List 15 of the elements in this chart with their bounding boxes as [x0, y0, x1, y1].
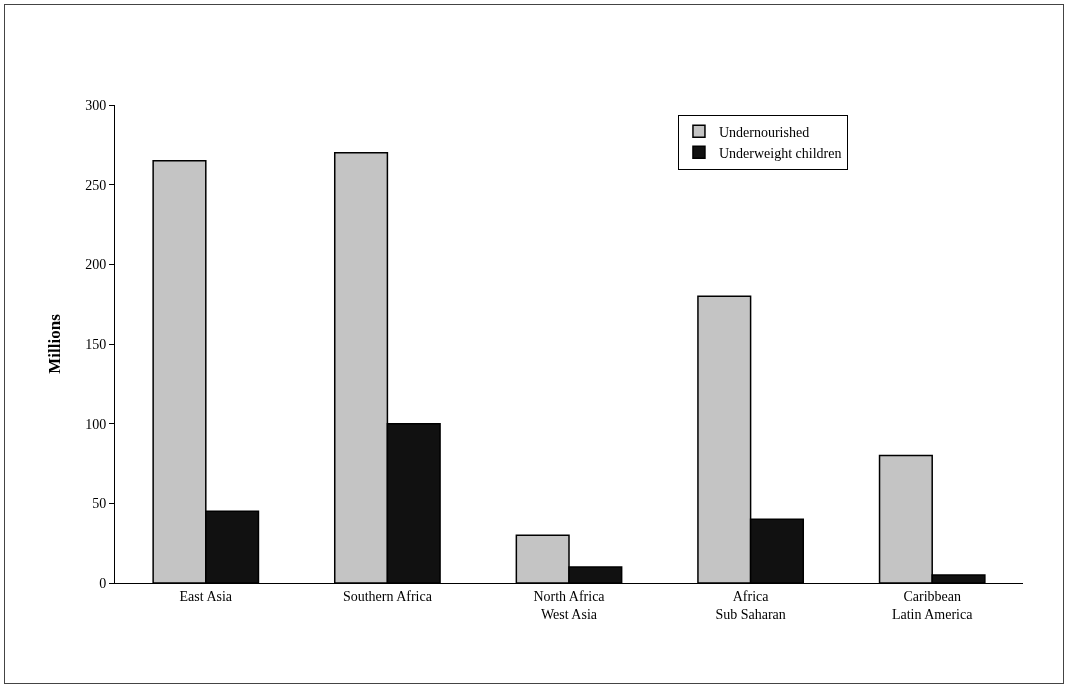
x-tick-label: Caribbean Latin America	[891, 588, 974, 622]
y-tick-label: 200	[85, 257, 107, 273]
y-axis-title: Millions	[44, 313, 64, 374]
x-tick-label: Africa Sub Saharan	[715, 588, 786, 622]
x-tick-label: North Africa West Asia	[533, 588, 606, 622]
y-tick-label: 50	[92, 496, 107, 512]
y-tick-label: 250	[85, 177, 107, 193]
legend-label: Underweight children	[718, 145, 842, 161]
y-tick-label: 300	[85, 97, 107, 113]
y-tick-label: 0	[99, 575, 107, 591]
x-tick-label: East Asia	[179, 588, 233, 604]
x-tick-label: Southern Africa	[342, 588, 433, 604]
y-tick-label: 150	[85, 336, 107, 352]
y-tick-label: 100	[85, 416, 107, 432]
legend-label: Undernourished	[718, 124, 810, 140]
